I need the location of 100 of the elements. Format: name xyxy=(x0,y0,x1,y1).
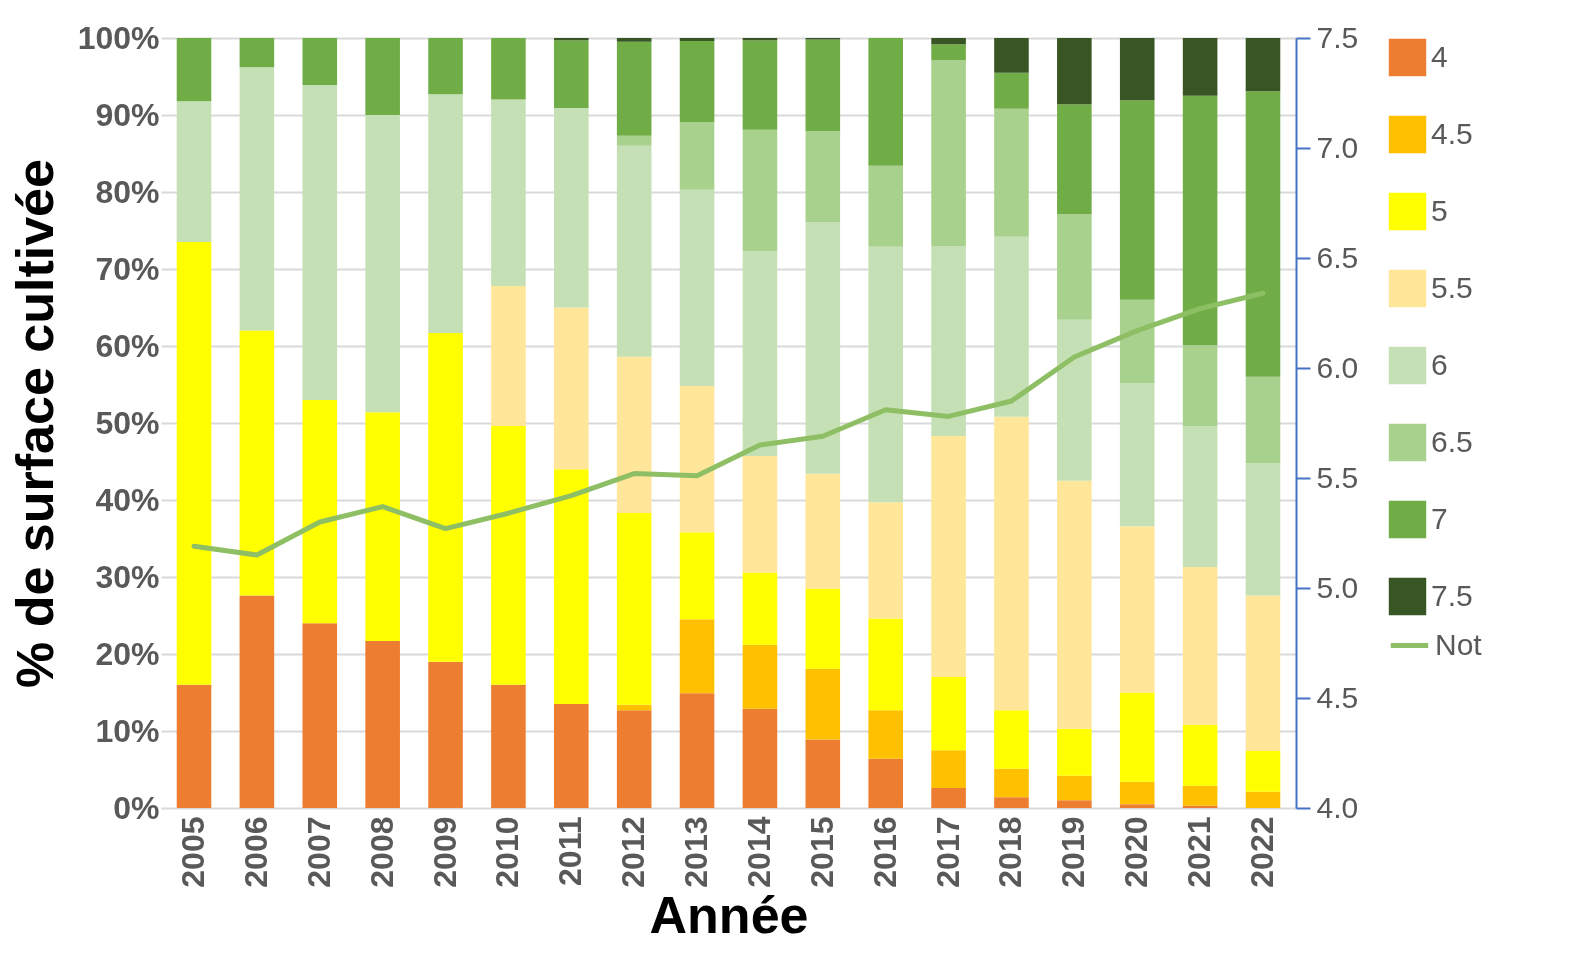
bar xyxy=(994,38,1029,73)
bar xyxy=(805,739,841,808)
bar xyxy=(1119,38,1155,101)
bar xyxy=(1245,38,1281,92)
bar xyxy=(1057,775,1092,801)
bar xyxy=(428,94,463,333)
bar xyxy=(994,72,1029,109)
bar xyxy=(1182,95,1218,346)
bar xyxy=(868,618,903,711)
bar xyxy=(1182,426,1218,567)
bar xyxy=(742,644,778,709)
legend-label: Not xyxy=(1435,627,1483,661)
bar xyxy=(1182,38,1218,96)
y2-tick-label: 5.0 xyxy=(1316,570,1359,604)
x-tick-label: 2007 xyxy=(300,816,337,888)
x-tick-label: 2020 xyxy=(1118,816,1155,888)
bar xyxy=(554,469,589,705)
bar xyxy=(239,595,275,808)
legend-label: 4 xyxy=(1431,39,1448,73)
x-tick-label: 2015 xyxy=(803,816,840,888)
bar xyxy=(1182,345,1218,427)
bar xyxy=(805,668,841,740)
bar xyxy=(994,236,1029,417)
bar xyxy=(616,41,652,136)
bar xyxy=(805,39,841,132)
bar xyxy=(931,677,966,751)
y-tick-label: 40% xyxy=(95,481,160,518)
x-tick-label: 2021 xyxy=(1181,816,1218,888)
bar xyxy=(1119,692,1155,782)
bar xyxy=(1057,214,1092,320)
bar xyxy=(1057,104,1092,215)
y-tick-label: 30% xyxy=(95,558,160,595)
bar xyxy=(428,661,463,808)
legend-label: 6 xyxy=(1431,347,1448,381)
bar xyxy=(428,38,463,95)
legend-label: 5.5 xyxy=(1431,270,1473,304)
bar xyxy=(239,38,275,68)
bar xyxy=(302,399,338,624)
bar xyxy=(1245,91,1281,377)
bar xyxy=(679,693,715,808)
bar xyxy=(1182,724,1218,786)
bar xyxy=(742,456,778,573)
bar xyxy=(616,38,652,42)
bar xyxy=(176,684,212,808)
bar xyxy=(931,245,966,437)
bar xyxy=(616,710,652,808)
bar xyxy=(554,40,589,109)
bar xyxy=(491,684,526,808)
bar xyxy=(1119,781,1155,805)
bar xyxy=(742,572,778,645)
bar xyxy=(679,189,715,387)
bar xyxy=(1119,100,1155,300)
bar xyxy=(302,38,338,85)
bar xyxy=(1119,299,1155,383)
bar xyxy=(868,710,903,759)
bar xyxy=(239,330,275,596)
bar xyxy=(616,356,652,514)
bar xyxy=(1245,376,1281,464)
bar xyxy=(931,60,966,246)
bar xyxy=(679,386,715,533)
bar xyxy=(1245,751,1281,792)
y-tick-label: 0% xyxy=(113,789,160,826)
bar xyxy=(1182,785,1218,806)
bar xyxy=(679,121,715,190)
y-tick-label: 100% xyxy=(77,19,160,56)
y2-tick-label: 6.0 xyxy=(1316,350,1359,384)
bar xyxy=(679,41,715,122)
x-tick-label: 2017 xyxy=(929,816,966,888)
x-tick-label: 2013 xyxy=(678,816,715,888)
bar xyxy=(994,797,1029,808)
bar xyxy=(176,38,212,102)
y-tick-label: 50% xyxy=(95,404,160,441)
bar xyxy=(679,38,715,42)
x-tick-label: 2022 xyxy=(1243,816,1280,888)
bar xyxy=(805,222,841,474)
bar xyxy=(1245,791,1281,808)
legend-label: 5 xyxy=(1431,193,1448,227)
bar xyxy=(1057,319,1092,481)
y-tick-label: 10% xyxy=(95,712,160,749)
x-tick-label: 2012 xyxy=(615,816,652,888)
bar xyxy=(1182,566,1218,725)
legend-label: 7.5 xyxy=(1431,578,1473,612)
bar xyxy=(491,99,526,286)
bar xyxy=(994,416,1029,711)
bar xyxy=(428,332,463,662)
bar xyxy=(365,640,400,808)
bar xyxy=(554,704,589,808)
bar xyxy=(1245,463,1281,596)
bar xyxy=(491,426,526,685)
bar xyxy=(868,38,903,166)
bar xyxy=(994,108,1029,237)
y-tick-label: 80% xyxy=(95,173,160,210)
bar xyxy=(1057,480,1092,729)
bar xyxy=(491,285,526,427)
bar xyxy=(679,619,715,694)
bar xyxy=(1057,728,1092,776)
y2-tick-label: 4.0 xyxy=(1316,790,1359,824)
bar xyxy=(742,40,778,130)
y-tick-label: 90% xyxy=(95,96,160,133)
bar xyxy=(1057,38,1092,105)
